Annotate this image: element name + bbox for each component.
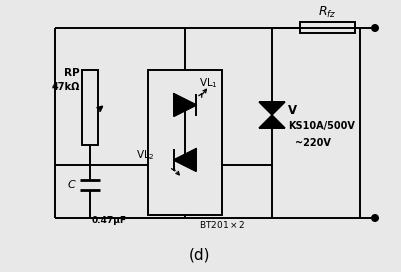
Text: V: V (288, 104, 297, 116)
Circle shape (371, 214, 379, 222)
Polygon shape (259, 102, 285, 115)
Bar (82, 70, 98, 145)
Text: RP: RP (65, 68, 80, 78)
Text: $\mathrm{VL_1}$: $\mathrm{VL_1}$ (199, 76, 218, 90)
Polygon shape (259, 115, 285, 128)
Text: $C$: $C$ (67, 178, 77, 190)
Text: 0.47μF: 0.47μF (92, 216, 127, 225)
Text: $\mathrm{VL_2}$: $\mathrm{VL_2}$ (136, 148, 155, 162)
Text: KS10A/500V: KS10A/500V (288, 121, 355, 131)
Text: $\mathrm{BT201\times2}$: $\mathrm{BT201\times2}$ (199, 219, 246, 230)
Bar (300, 22, 355, 33)
Text: $R_{fz}$: $R_{fz}$ (318, 5, 337, 20)
Text: ~220V: ~220V (295, 138, 331, 148)
Text: (d): (d) (189, 248, 211, 262)
Circle shape (371, 24, 379, 32)
Bar (148, 70, 222, 215)
Polygon shape (174, 94, 196, 116)
Polygon shape (174, 149, 196, 171)
Text: 47kΩ: 47kΩ (52, 82, 80, 92)
